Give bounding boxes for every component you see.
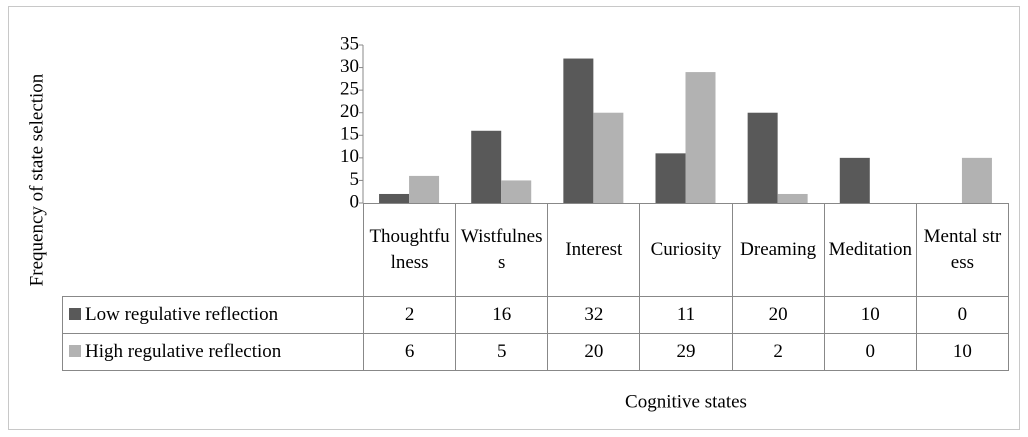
category-label: Curiosity bbox=[639, 203, 733, 297]
y-tick-label: 35 bbox=[340, 33, 359, 54]
data-label: 16 bbox=[455, 296, 549, 334]
bar bbox=[593, 112, 624, 203]
legend-label: High regulative reflection bbox=[85, 341, 282, 362]
bar bbox=[379, 193, 410, 203]
category-label: Interest bbox=[547, 203, 641, 297]
y-tick-label: 0 bbox=[350, 191, 360, 212]
bar bbox=[961, 157, 992, 203]
series-row: Low regulative reflection 2 16 32 11 20 10 0 bbox=[62, 296, 1009, 334]
bar bbox=[501, 180, 532, 203]
chart-border bbox=[8, 6, 1020, 430]
bar bbox=[563, 58, 594, 203]
y-tick-label: 10 bbox=[340, 146, 359, 167]
data-label: 11 bbox=[639, 296, 733, 334]
data-label: 10 bbox=[823, 296, 917, 334]
data-label: 2 bbox=[362, 296, 457, 334]
bar bbox=[685, 72, 716, 203]
data-label: 32 bbox=[547, 296, 641, 334]
legend-entry: High regulative reflection bbox=[62, 333, 364, 371]
data-label: 5 bbox=[455, 333, 549, 371]
data-label: 10 bbox=[915, 333, 1009, 371]
bar bbox=[471, 130, 502, 203]
legend-key bbox=[69, 345, 81, 357]
y-tick-label: 25 bbox=[340, 79, 359, 100]
data-label: 29 bbox=[639, 333, 733, 371]
header-row: Thoughtfulness Wistfulness Interest Curiosi… bbox=[62, 203, 1009, 297]
legend-key bbox=[69, 308, 81, 320]
bar bbox=[655, 153, 686, 203]
bar bbox=[409, 175, 440, 203]
y-tick-label: 5 bbox=[350, 169, 360, 190]
legend-entry: Low regulative reflection bbox=[62, 296, 364, 334]
data-label: 20 bbox=[731, 296, 825, 334]
data-label: 6 bbox=[362, 333, 457, 371]
x-axis-label: Cognitive states bbox=[625, 391, 747, 412]
data-table: Thoughtfulness Wistfulness Interest Curiosi… bbox=[62, 203, 1009, 371]
data-label: 0 bbox=[915, 296, 1009, 334]
data-label: 0 bbox=[823, 333, 917, 371]
legend-label: Low regulative reflection bbox=[85, 304, 279, 325]
y-axis-label: Frequency of state selection bbox=[26, 73, 47, 286]
y-tick-label: 15 bbox=[340, 124, 359, 145]
category-label: Thoughtfulness bbox=[362, 203, 457, 297]
bar bbox=[747, 112, 778, 203]
category-label: Wistfulness bbox=[455, 203, 549, 297]
bar bbox=[777, 193, 808, 203]
data-label: 20 bbox=[547, 333, 641, 371]
category-label: Dreaming bbox=[731, 203, 825, 297]
y-tick-label: 30 bbox=[340, 56, 359, 77]
series-row: High regulative reflection 6 5 20 29 2 0 10 bbox=[62, 333, 1009, 371]
y-tick-label: 20 bbox=[340, 101, 359, 122]
empty-cell bbox=[62, 203, 364, 297]
category-label: Meditation bbox=[823, 203, 917, 297]
category-label: Mental stress bbox=[915, 203, 1009, 297]
bar bbox=[839, 157, 870, 203]
data-label: 2 bbox=[731, 333, 825, 371]
